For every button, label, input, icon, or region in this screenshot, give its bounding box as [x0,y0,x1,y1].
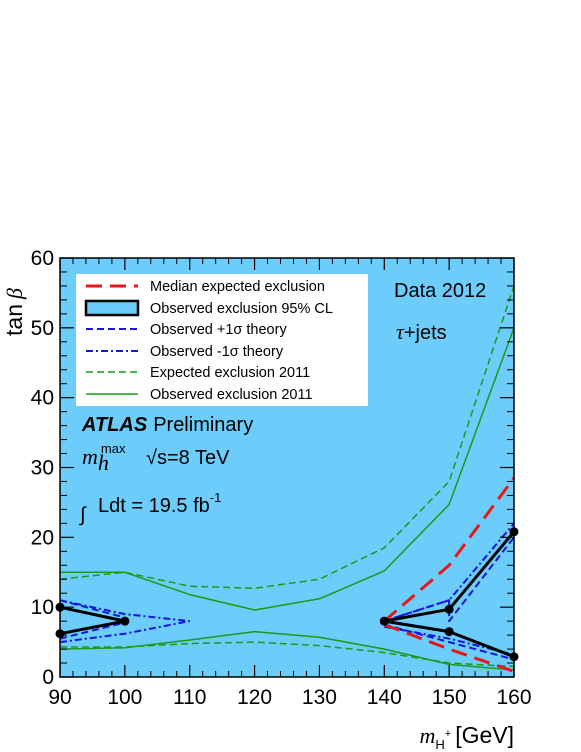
legend-label-minus1: Observed -1σ theory [150,344,284,360]
series-median-line-0 [383,477,516,623]
legend-label-plus1: Observed +1σ theory [150,322,287,338]
y-axis-title-greek: β [2,288,27,300]
series-observed-point-1-3 [444,627,454,637]
y-axis-title-main: tan [1,304,27,336]
x-axis-title-sub: H [435,737,444,752]
scenario-main: m [82,444,98,469]
legend-key-observed [84,299,140,317]
series-minus1-line-2 [383,522,515,623]
y-tick-label-5: 50 [31,317,54,340]
channel-tau: τ [396,319,405,344]
legend-label-median: Median expected exclusion [150,279,325,295]
channel-label: τ+jets [396,319,447,344]
series-obs2011-line-1 [59,630,515,671]
x-tick-label-7: 160 [496,686,531,709]
series-layer [55,285,519,673]
y-tick-label-3: 30 [31,457,54,480]
x-tick-label-1: 100 [107,686,142,709]
lumi-text: Ldt = 19.5 fb [98,495,210,517]
legend-label-obs2011: Observed exclusion 2011 [150,387,313,403]
legend: Median expected exclusion Observed exclu… [76,274,368,406]
channel-rest: +jets [404,322,447,344]
x-tick-label-6: 150 [432,686,467,709]
series-exp2011-line-0 [59,285,515,590]
lumi-sup: -1 [210,490,222,505]
x-tick-label-2: 110 [173,686,206,709]
series-minus1-line-0 [59,599,190,623]
series-plus1-line-3 [59,621,126,640]
x-axis-title: mH+ [GeV] [419,722,514,752]
y-tick-label-4: 40 [31,387,54,410]
legend-label-exp2011: Expected exclusion 2011 [150,365,310,381]
lumi-label: Ldt = 19.5 fb-1 [98,490,221,517]
y-tick-label-2: 20 [31,526,54,549]
series-observed-point-0-1 [120,616,130,626]
energy-label: √s=8 TeV [146,447,230,469]
x-tick-label-3: 120 [237,686,272,709]
series-observed-point-1-1 [444,604,454,614]
atlas-experiment: ATLAS [81,414,148,436]
atlas-label: ATLAS Preliminary [81,414,253,436]
atlas-status: Preliminary [153,414,253,436]
y-axis-title: tan β [1,288,27,336]
series-minus1-line-1 [59,620,190,644]
lumi-integral: ∫ [79,504,87,526]
y-tick-label-6: 60 [31,247,54,270]
y-tick-label-1: 10 [31,596,54,619]
legend-label-observed: Observed exclusion 95% CL [150,301,333,317]
series-observed-point-1-2 [379,616,389,626]
series-obs2011-line-0 [60,327,515,611]
legend-box [76,274,368,406]
x-axis-title-main: m [419,723,435,748]
ticks-layer: 90 100 110 120 130 140 150 160 0 10 20 30 40 50 60 [31,247,532,709]
x-tick-label-4: 130 [302,686,337,709]
data-label: Data 2012 [394,280,486,302]
scenario-label: mhmax [82,441,126,475]
scenario-sub: h [98,450,109,475]
y-tick-label-0: 0 [42,666,54,689]
scenario-sup: max [101,441,126,456]
legend-keys [84,284,140,395]
x-axis-title-unit: [GeV] [455,722,514,748]
x-axis-title-sup: + [445,728,451,740]
x-tick-label-5: 140 [367,686,402,709]
x-tick-label-0: 90 [48,686,71,709]
